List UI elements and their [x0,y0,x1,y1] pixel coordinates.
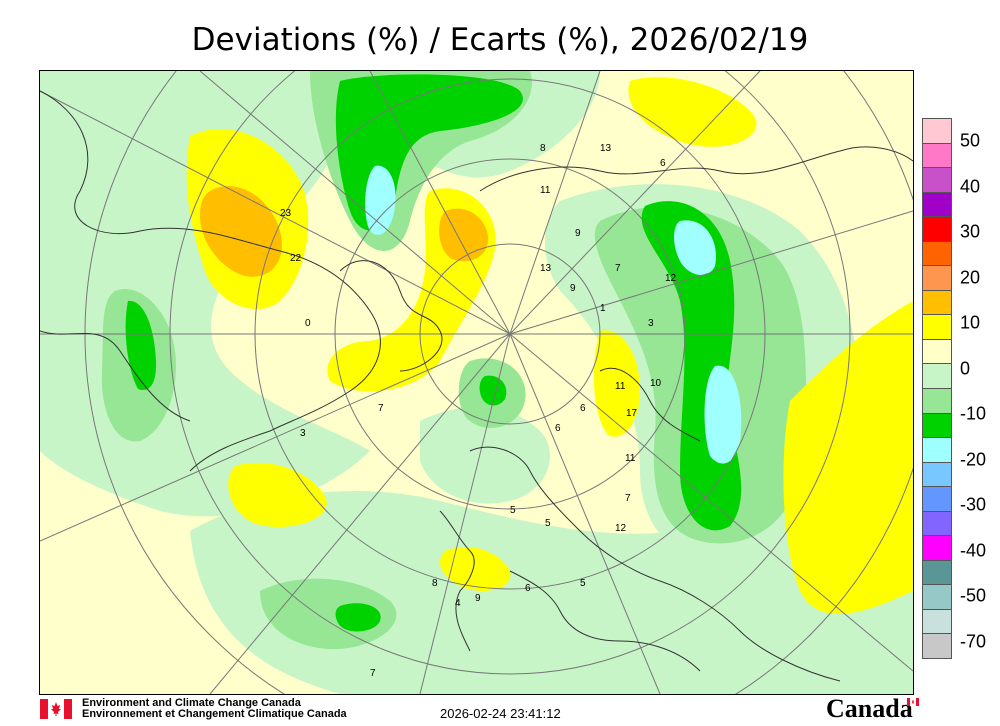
legend-label: 20 [960,267,981,287]
legend-swatch [922,216,952,242]
legend-label: 10 [960,312,981,333]
contour-label: 7 [625,493,631,504]
contour-label: 8 [540,143,546,154]
timestamp: 2026-02-24 23:41:12 [440,706,561,721]
legend-swatch [922,338,952,365]
contour-label: 7 [370,668,376,679]
legend-swatch [922,437,952,463]
contour-labels: 8 13 11 9 6 12 13 7 9 1 3 11 10 17 11 6 … [280,143,677,679]
legend-swatch [922,584,952,610]
color-legend: 50 40 30 20 10 0 -10 -20 -30 -40 -50 -70 [922,118,986,659]
legend-label: 50 [960,130,981,151]
contour-label: 5 [580,578,586,589]
legend-label: -20 [960,449,987,469]
contour-label: 10 [650,378,662,389]
legend-swatch [922,314,952,340]
organization-name: Environment and Climate Change Canada En… [82,698,347,720]
contour-label: 6 [580,403,586,414]
legend-swatch [922,486,952,512]
contour-label: 13 [600,143,612,154]
legend-swatch [922,388,952,414]
legend-swatch [922,142,952,169]
deviation-map[interactable]: 8 13 11 9 6 12 13 7 9 1 3 11 10 17 11 6 … [39,70,914,695]
legend-swatch [922,118,952,144]
contour-label: 9 [575,228,581,239]
legend-swatch [922,363,952,389]
legend-label: -40 [960,540,987,560]
legend-swatch [922,289,952,316]
canada-wordmark: Canada [826,694,919,724]
contour-label: 4 [455,598,461,609]
map-title: Deviations (%) / Ecarts (%), 2026/02/19 [191,22,809,58]
contour-cyan [365,165,742,464]
wordmark-text: Canada [826,694,913,723]
legend-swatch [922,265,952,291]
legend-swatch [922,535,952,561]
legend-swatch [922,240,952,267]
legend-label: -10 [960,403,987,424]
contour-label: 11 [540,185,551,196]
organization-name-en: Environment and Climate Change Canada [82,697,301,709]
graticule [40,71,913,694]
contour-orange [200,185,489,277]
organization-name-fr: Environnement et Changement Climatique C… [82,708,347,720]
contour-label: 8 [432,578,438,589]
legend-swatch [922,608,952,635]
canada-flag-icon [40,699,72,719]
contour-label: 6 [660,158,666,169]
contour-label: 0 [305,318,311,329]
contour-label: 23 [280,208,292,219]
contour-label: 7 [378,403,384,414]
contour-label: 22 [290,253,302,264]
legend-swatch [922,191,952,218]
contour-label: 9 [570,283,576,294]
contour-label: 13 [540,263,552,274]
legend-label: 30 [960,221,981,242]
legend-label: 0 [960,358,971,378]
legend-label: -30 [960,494,987,515]
contour-label: 3 [648,318,654,329]
legend-swatch [922,412,952,439]
contour-label: 5 [545,518,551,529]
wordmark-flag-icon [906,698,919,706]
contour-label: 11 [615,381,626,392]
contour-label: 11 [625,453,636,464]
contour-label: 9 [475,593,481,604]
contour-label: 12 [665,273,677,284]
contour-label: 6 [525,583,531,594]
contour-label: 5 [510,505,516,516]
legend-label: -50 [960,585,987,606]
contour-label: 17 [626,408,638,419]
contour-label: 6 [555,423,561,434]
legend-swatch [922,559,952,586]
contour-label: 12 [615,523,627,534]
legend-swatch [922,461,952,488]
legend-swatch [922,167,952,193]
coastlines [40,90,913,682]
contour-label: 1 [600,303,606,314]
legend-swatch [922,633,952,659]
contour-label: 7 [615,263,621,274]
legend-label: 40 [960,176,981,196]
contour-label: 3 [300,428,306,439]
legend-label: -70 [960,631,987,651]
legend-swatch [922,510,952,537]
